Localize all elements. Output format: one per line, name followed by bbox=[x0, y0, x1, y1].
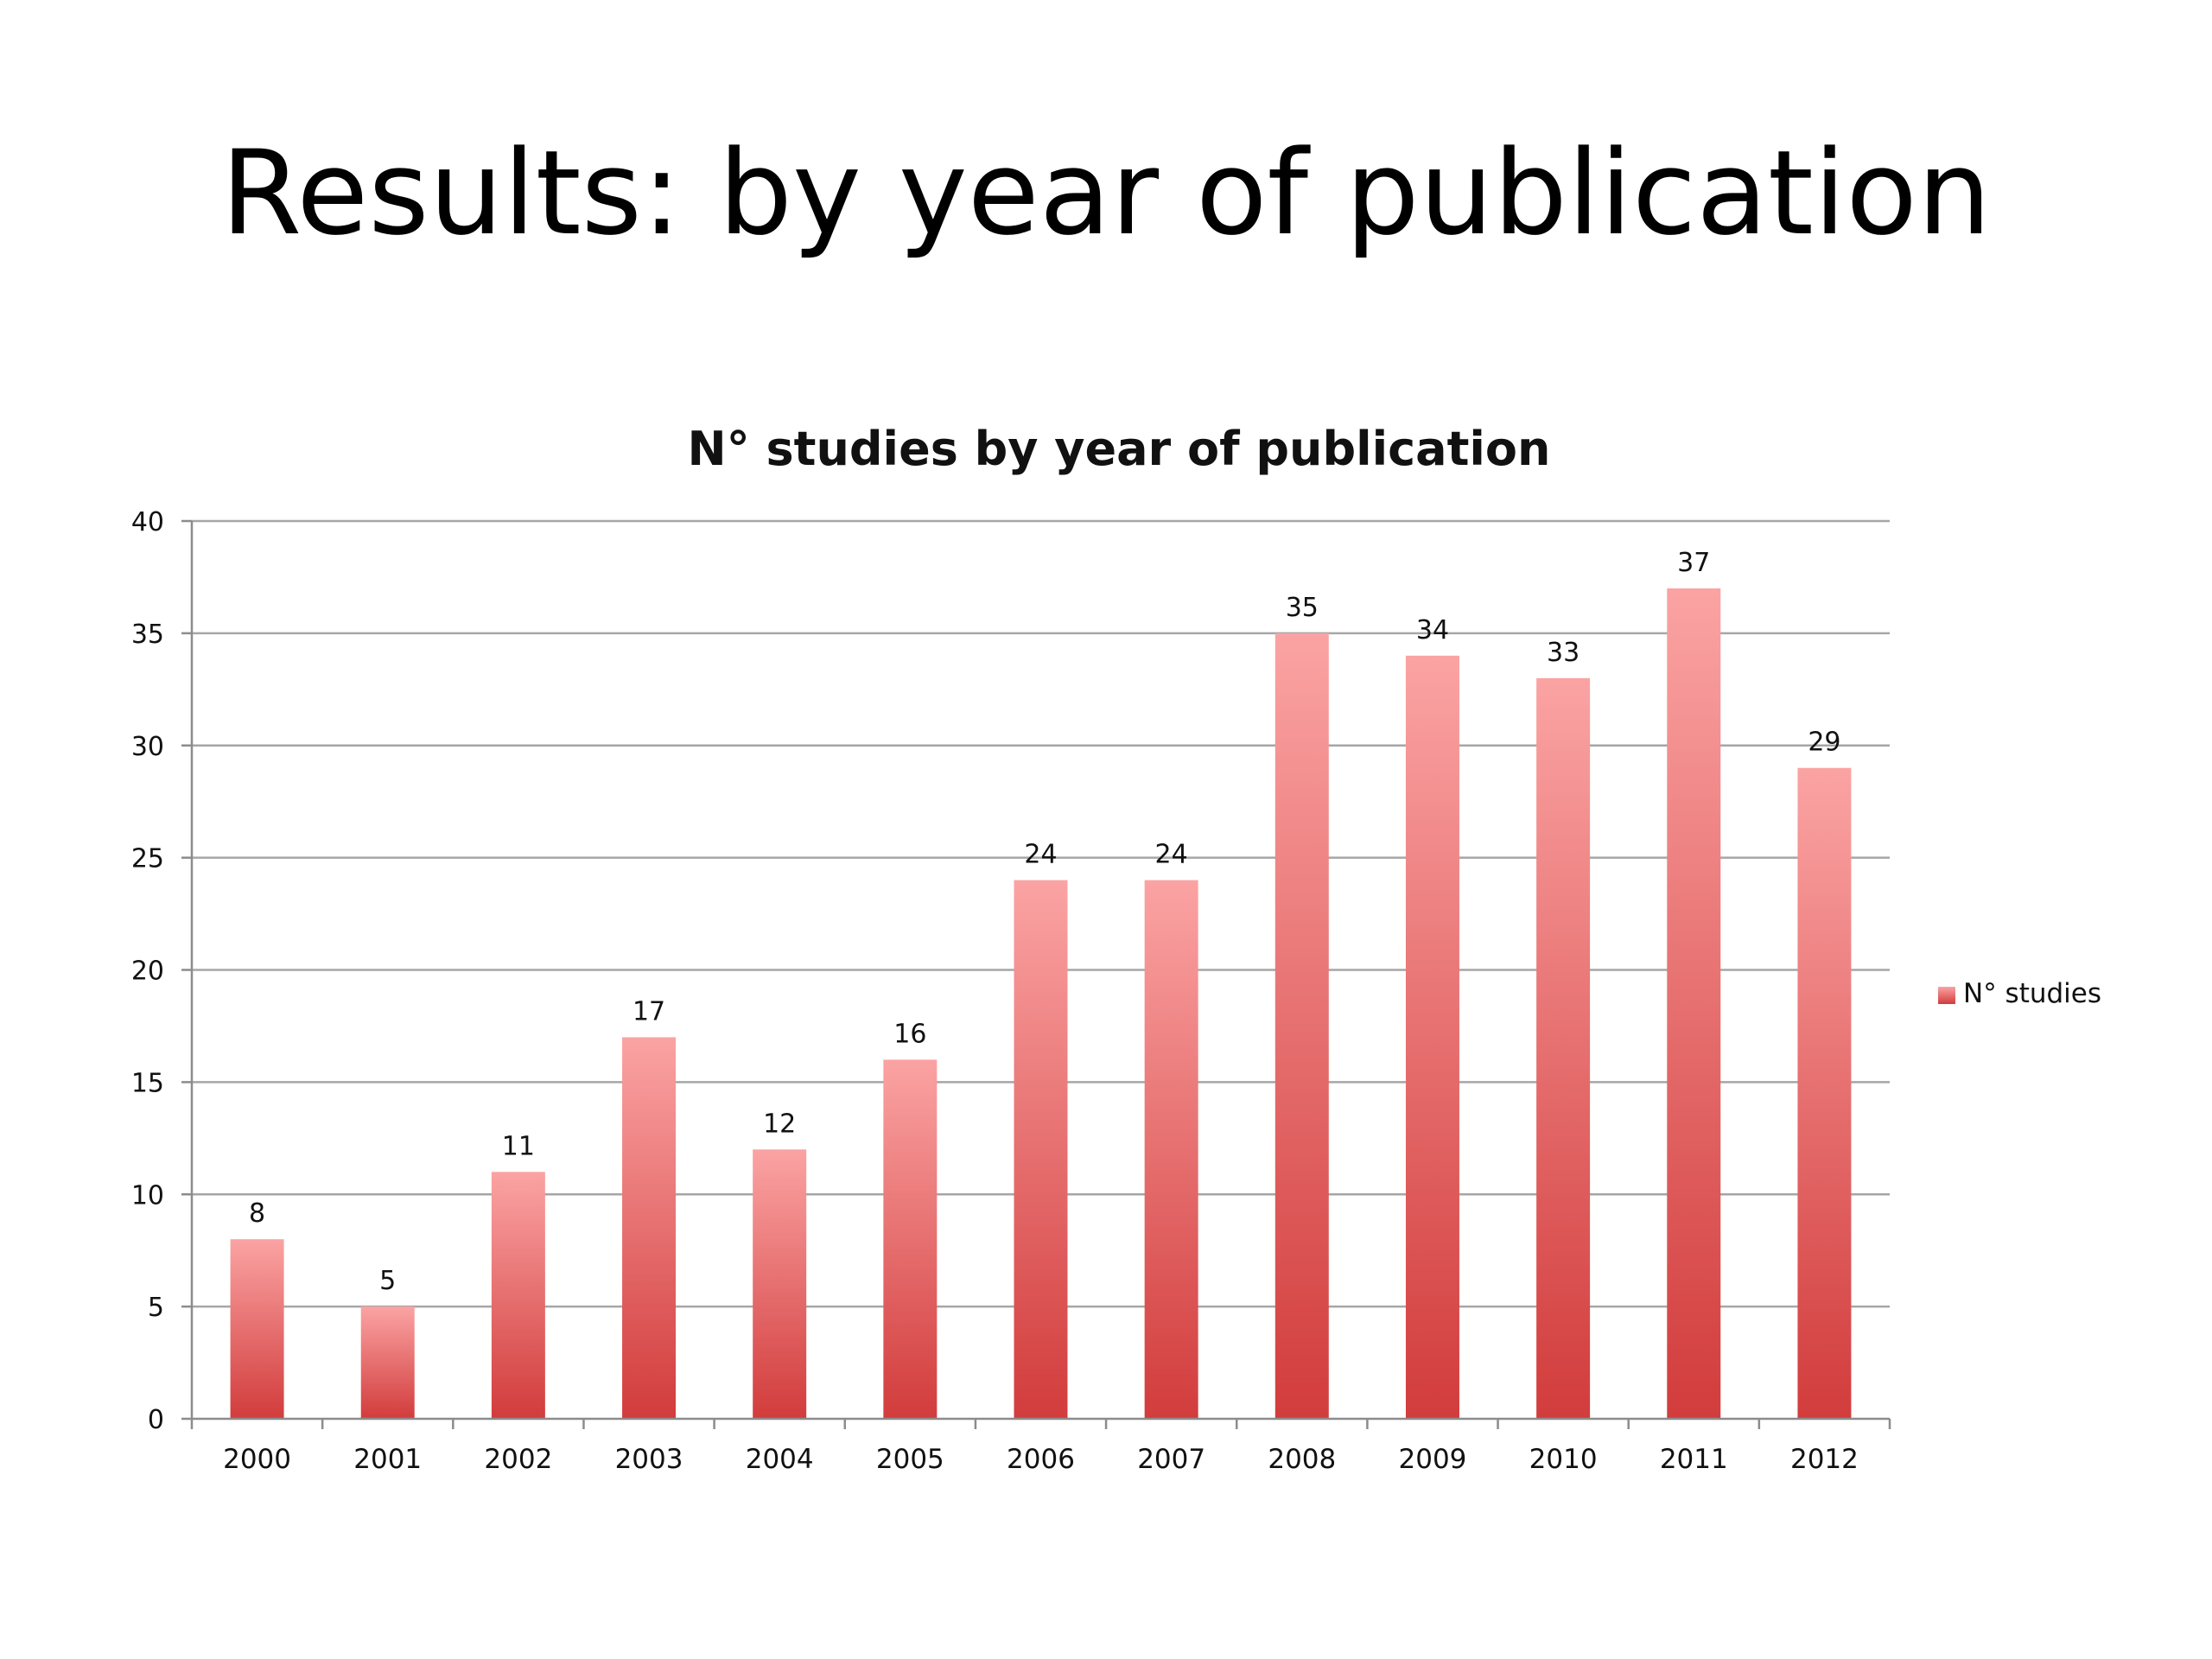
x-tick-label-2009: 2009 bbox=[1399, 1444, 1467, 1475]
data-label-2008: 35 bbox=[1286, 593, 1319, 623]
bar-2000 bbox=[230, 1239, 284, 1419]
y-tick-label: 15 bbox=[131, 1068, 164, 1098]
x-tick-label-2004: 2004 bbox=[746, 1444, 814, 1475]
data-label-2006: 24 bbox=[1024, 840, 1057, 870]
bar-2005 bbox=[883, 1059, 938, 1419]
y-tick-label: 35 bbox=[131, 620, 164, 650]
data-label-2012: 29 bbox=[1808, 728, 1840, 758]
y-tick-label: 30 bbox=[131, 732, 164, 762]
bar-2011 bbox=[1667, 588, 1721, 1419]
axes bbox=[190, 521, 1890, 1421]
x-tick-label-2002: 2002 bbox=[484, 1444, 552, 1475]
data-label-2009: 34 bbox=[1416, 615, 1449, 645]
bar-2004 bbox=[753, 1149, 807, 1419]
x-tick-label-2005: 2005 bbox=[876, 1444, 944, 1475]
bar-2012 bbox=[1797, 767, 1852, 1419]
bar-2007 bbox=[1144, 880, 1198, 1419]
bar-2008 bbox=[1274, 632, 1329, 1419]
bar-2001 bbox=[360, 1306, 415, 1419]
x-tick-label-2003: 2003 bbox=[615, 1444, 683, 1475]
data-label-2005: 16 bbox=[893, 1019, 926, 1049]
data-label-2010: 33 bbox=[1547, 638, 1580, 668]
bars bbox=[230, 588, 1852, 1419]
data-label-2004: 12 bbox=[763, 1109, 796, 1139]
data-labels: 8 5 11 17 12 16 24 24 35 34 33 37 29 bbox=[249, 548, 1840, 1296]
legend: N° studies bbox=[1938, 978, 2101, 1009]
x-tick-label-2006: 2006 bbox=[1007, 1444, 1075, 1475]
data-label-2000: 8 bbox=[249, 1198, 265, 1229]
x-tick-label-2010: 2010 bbox=[1529, 1444, 1598, 1475]
y-tick-label: 40 bbox=[131, 507, 164, 537]
legend-swatch bbox=[1938, 987, 1955, 1004]
y-tick-label: 20 bbox=[131, 957, 164, 987]
bar-2009 bbox=[1405, 655, 1459, 1419]
x-tick-label-2012: 2012 bbox=[1790, 1444, 1859, 1475]
x-tick-label-2008: 2008 bbox=[1268, 1444, 1336, 1475]
y-tick-label: 25 bbox=[131, 844, 164, 874]
data-label-2011: 37 bbox=[1677, 548, 1710, 578]
x-tick-label-2011: 2011 bbox=[1660, 1444, 1728, 1475]
bar-2003 bbox=[622, 1037, 677, 1419]
x-axis-ticks: 2000 2001 2002 2003 2004 2005 2006 2007 2008 2009… bbox=[190, 1419, 1891, 1475]
y-axis-ticks: 0 5 10 15 20 25 30 35 40 bbox=[131, 507, 192, 1435]
chart-title: N° studies by year of publication bbox=[688, 422, 1551, 476]
bar-2010 bbox=[1536, 677, 1591, 1419]
data-label-2003: 17 bbox=[632, 996, 665, 1027]
data-label-2002: 11 bbox=[502, 1131, 535, 1161]
data-label-2007: 24 bbox=[1155, 840, 1188, 870]
data-label-2001: 5 bbox=[379, 1266, 396, 1296]
legend-label: N° studies bbox=[1963, 978, 2101, 1009]
x-tick-label-2007: 2007 bbox=[1137, 1444, 1205, 1475]
y-tick-label: 0 bbox=[148, 1405, 164, 1435]
slide-title: Results: by year of publication bbox=[220, 125, 1992, 261]
y-tick-label: 5 bbox=[148, 1293, 164, 1323]
bar-2002 bbox=[491, 1172, 545, 1419]
y-tick-label: 10 bbox=[131, 1180, 164, 1211]
bar-2006 bbox=[1014, 880, 1068, 1419]
x-tick-label-2001: 2001 bbox=[353, 1444, 422, 1475]
x-tick-label-2000: 2000 bbox=[223, 1444, 291, 1475]
